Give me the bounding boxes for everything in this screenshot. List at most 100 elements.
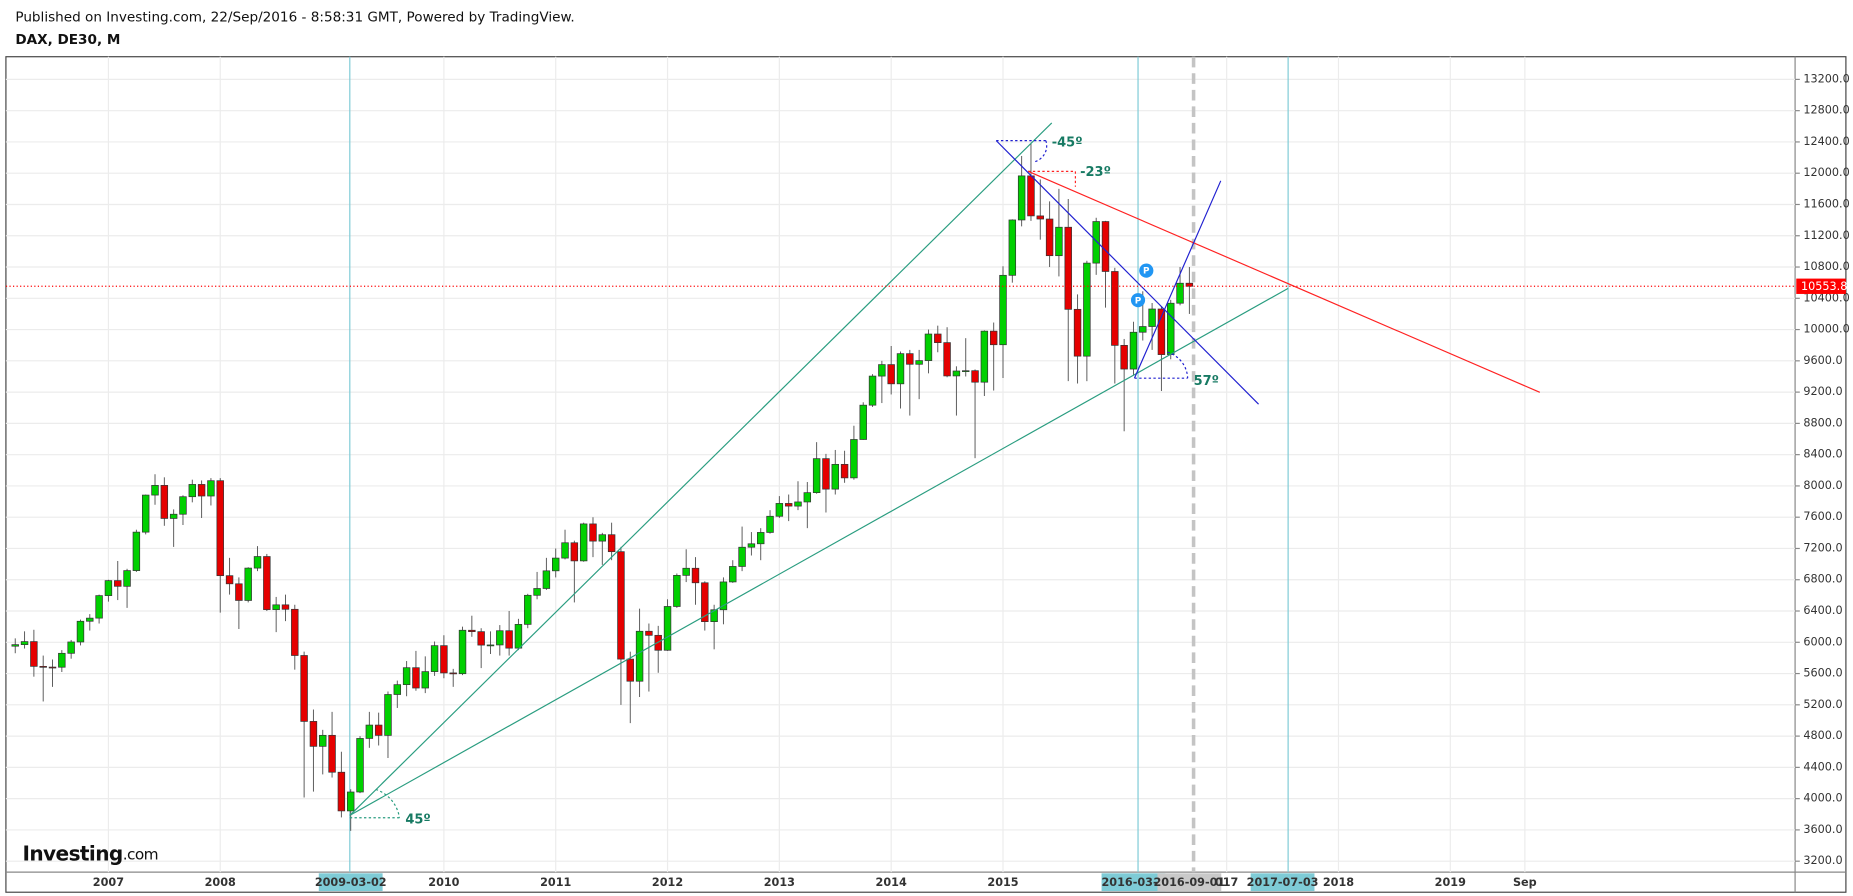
logo: Investing.com [22, 841, 158, 865]
candle-body [58, 652, 66, 668]
candle-body [524, 594, 532, 625]
candle-body [1167, 302, 1175, 355]
candle-body [440, 645, 448, 674]
candle-body [1111, 271, 1119, 346]
x-tick-label: 2012 [652, 876, 683, 889]
candle-body [738, 546, 746, 567]
candle-body [971, 370, 979, 383]
candle-body [962, 370, 970, 372]
marker-label: P [1135, 296, 1142, 306]
candle-body [533, 588, 541, 596]
candle-body [626, 658, 634, 682]
y-tick-label: 9200.0 [1803, 385, 1842, 398]
trend-line [349, 122, 1053, 816]
candle-body [924, 333, 933, 361]
trend-lines: -45º -23º 57º 45º P P [349, 122, 1541, 828]
x-tick-label: 2015 [987, 876, 1018, 889]
candle-body [253, 556, 262, 569]
y-tick-label: 10000.0 [1803, 323, 1849, 336]
candle-body [374, 724, 383, 736]
x-tick-highlight [1157, 873, 1222, 892]
y-tick-label: 4000.0 [1803, 792, 1842, 805]
candle-body [663, 606, 672, 651]
candle-body [20, 641, 29, 645]
y-tick-label: 10800.0 [1803, 260, 1849, 273]
candle-body [197, 484, 206, 497]
candle-body [477, 631, 485, 646]
x-tick-label: 2018 [1323, 876, 1354, 889]
candle-body [775, 503, 784, 517]
candle-body [496, 630, 504, 646]
candle-body [468, 629, 476, 633]
candle-body [1148, 308, 1156, 327]
y-tick-label: 10400.0 [1803, 291, 1849, 304]
candle-body [859, 404, 867, 440]
candle-body [319, 734, 327, 747]
candle-body [30, 641, 38, 667]
candle-body [980, 330, 989, 383]
candle-body [244, 567, 252, 601]
x-tick-label: Sep [1513, 876, 1537, 889]
y-tick-label: 7200.0 [1803, 541, 1842, 554]
angle-base [1028, 170, 1076, 187]
last-price-box [1796, 278, 1846, 294]
candle-body [300, 655, 308, 722]
candle-body [1017, 175, 1026, 221]
candle-body [1101, 221, 1110, 272]
candle-body [86, 617, 94, 622]
marker [1139, 263, 1154, 278]
y-tick-label: 13200.0 [1803, 72, 1849, 85]
candle-body [1139, 326, 1147, 333]
candle-body [579, 523, 588, 562]
candle-body [822, 458, 830, 490]
x-tick-label: 2013 [764, 876, 795, 889]
y-tick-label: 8400.0 [1803, 448, 1842, 461]
candle-body [505, 630, 513, 649]
candle-body [719, 581, 728, 611]
y-tick-label: 3600.0 [1803, 823, 1842, 836]
candle-body [11, 644, 19, 647]
candle-body [179, 496, 187, 515]
y-tick-label: 9600.0 [1803, 354, 1842, 367]
candle-body [216, 480, 224, 577]
candle-body [784, 503, 793, 507]
candle-body [673, 575, 681, 607]
x-tick-highlight [1250, 873, 1315, 892]
candle-body [887, 364, 895, 385]
angle-label: -45º [1052, 135, 1083, 150]
candle-body [207, 480, 215, 497]
candle-body [989, 330, 998, 346]
x-tick-highlight [1101, 873, 1166, 892]
candle-body [328, 734, 336, 773]
candle-body [1008, 219, 1017, 276]
x-tick-label: 2019 [1435, 876, 1466, 889]
candle-body [486, 644, 495, 647]
candle-body [346, 791, 355, 812]
candle-body [878, 364, 886, 377]
candle-body [412, 667, 420, 689]
candle-body [141, 494, 150, 533]
candle-body [188, 484, 197, 498]
candle-body [1185, 282, 1194, 287]
candle-body [1176, 282, 1184, 304]
x-tick-label: 2011 [540, 876, 571, 889]
candle-body [449, 672, 457, 675]
candle-body [1092, 221, 1100, 264]
frame [5, 56, 1847, 893]
candle-body [561, 542, 569, 559]
candle-body [235, 583, 243, 601]
x-tick-label: 2016-09-01 [1153, 876, 1225, 889]
x-tick-label: 2009-03-02 [315, 876, 387, 889]
candle-body [915, 360, 923, 365]
y-tick-label: 7600.0 [1803, 510, 1842, 523]
candle-body [552, 557, 560, 572]
candle-body [104, 580, 113, 596]
candle-body [1120, 345, 1128, 370]
candle-body [803, 492, 812, 503]
drawings [349, 56, 1289, 873]
candle-body [114, 580, 122, 587]
x-tick-label: 2008 [205, 876, 236, 889]
angle-label: 57º [1194, 374, 1219, 389]
y-tick-label: 11600.0 [1803, 197, 1849, 210]
